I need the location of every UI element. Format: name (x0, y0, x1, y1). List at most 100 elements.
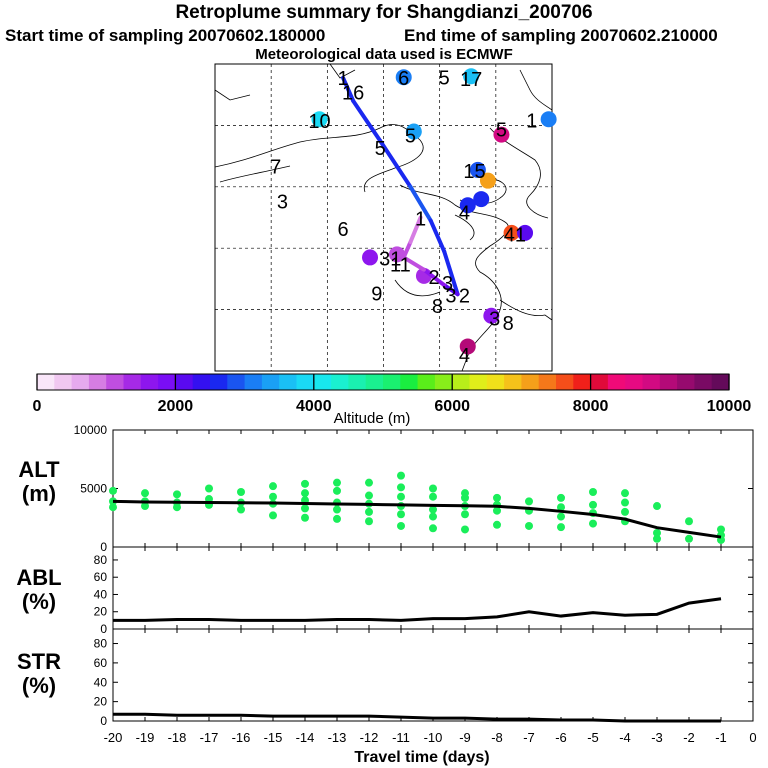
abl-ylabel-text: ABL (%) (16, 565, 62, 614)
altitude-sample-point (429, 512, 437, 521)
y-tick-label: 0 (100, 622, 107, 636)
cluster-label: 4 (459, 202, 470, 224)
altitude-marker (459, 197, 476, 214)
cluster-label: 31 (379, 248, 401, 270)
cluster-label: 5 (496, 119, 507, 141)
y-tick-label: 40 (94, 587, 108, 601)
cluster-label: 2 (459, 285, 470, 307)
x-tick-label: 0 (749, 730, 756, 745)
cluster-label: 1 (337, 68, 348, 90)
altitude-sample-point (525, 497, 533, 506)
colorbar-tick-label: 2000 (158, 398, 194, 415)
cluster-label: 3 (489, 308, 500, 330)
figure-title: Retroplume summary for Shangdianzi_20070… (175, 2, 593, 23)
colorbar-cell (677, 374, 695, 390)
altitude-sample-point (237, 505, 245, 514)
altitude-sample-point (653, 528, 661, 537)
colorbar-cell (244, 374, 263, 390)
colorbar-cell (417, 374, 436, 390)
colorbar-cell (227, 374, 246, 390)
altitude-sample-point (589, 488, 597, 497)
colorbar-cell (452, 374, 471, 390)
altitude-marker (463, 68, 480, 85)
trajectory-segment (341, 75, 356, 103)
altitude-marker (469, 161, 486, 178)
cluster-label: 6 (337, 219, 348, 241)
x-tick-label: -15 (264, 730, 283, 745)
altitude-sample-point (173, 490, 181, 499)
x-tick-label: -3 (651, 730, 663, 745)
altitude-sample-point (269, 492, 277, 501)
altitude-sample-point (493, 520, 501, 529)
x-tick-label: -8 (491, 730, 503, 745)
cluster-label: 41 (504, 224, 526, 246)
x-tick-label: -14 (296, 730, 315, 745)
colorbar-cell (659, 374, 678, 390)
altitude-sample-point (333, 478, 341, 487)
altitude-sample-point (589, 500, 597, 509)
x-tick-label: -9 (459, 730, 471, 745)
cluster-label: 3 (277, 192, 288, 214)
altitude-sample-point (365, 507, 373, 516)
altitude-sample-point (461, 525, 469, 534)
colorbar-cell (625, 374, 644, 390)
colorbar-tick-label: 0 (33, 398, 42, 415)
str-ylabel: STR (%) (8, 650, 70, 698)
x-tick-label: -6 (555, 730, 567, 745)
altitude-sample-point (397, 492, 405, 501)
altitude-sample-point (685, 517, 693, 526)
trajectory-segment (351, 98, 383, 143)
colorbar-cell (140, 374, 159, 390)
colorbar-cell (486, 374, 505, 390)
x-axis-title: Travel time (days) (354, 749, 490, 766)
cluster-label: 11 (390, 255, 411, 277)
altitude-marker (473, 191, 490, 208)
altitude-sample-point (397, 510, 405, 519)
colorbar-cell (279, 374, 298, 390)
altitude-sample-point (461, 510, 469, 519)
x-tick-label: -16 (232, 730, 251, 745)
y-tick-label: 5000 (80, 482, 107, 496)
altitude-sample-point (397, 521, 405, 530)
colorbar-cell (88, 374, 107, 390)
met-data: Meteorological data used is ECMWF (255, 46, 513, 63)
altitude-sample-point (557, 493, 565, 502)
altitude-sample-point (301, 479, 309, 488)
x-tick-label: -2 (683, 730, 695, 745)
colorbar-label: Altitude (m) (334, 410, 411, 427)
altitude-sample-point (653, 534, 661, 543)
abl-ylabel: ABL (%) (8, 566, 70, 614)
colorbar-cell (210, 374, 228, 390)
altitude-sample-point (685, 534, 693, 543)
alt-ylabel-text: ALT (m) (18, 457, 60, 506)
altitude-sample-point (269, 511, 277, 520)
altitude-marker (493, 126, 510, 143)
altitude-marker (395, 69, 412, 86)
panel-frame (112, 546, 754, 630)
x-tick-label: -11 (392, 730, 410, 745)
altitude-sample-point (717, 525, 725, 534)
altitude-marker (483, 307, 500, 324)
trajectory-segment (408, 184, 433, 223)
mean-trajectory (341, 75, 460, 297)
series-line (112, 499, 722, 539)
colorbar-cell (642, 374, 661, 390)
y-tick-label: 20 (94, 695, 108, 709)
colorbar-cell (400, 374, 419, 390)
altitude-sample-point (365, 491, 373, 500)
altitude-marker (503, 224, 520, 241)
colorbar-tick-label: 8000 (573, 398, 609, 415)
cluster-label: 1 (526, 110, 537, 132)
altitude-sample-point (621, 489, 629, 498)
altitude-sample-point (141, 489, 149, 498)
coastline (214, 63, 553, 372)
altitude-sample-point (461, 489, 469, 498)
altitude-sample-point (429, 505, 437, 514)
colorbar-cell (106, 374, 125, 390)
colorbar-cell (469, 374, 488, 390)
cluster-label: 5 (375, 138, 386, 160)
map-grid (215, 64, 552, 371)
str-ylabel-text: STR (%) (17, 649, 61, 698)
